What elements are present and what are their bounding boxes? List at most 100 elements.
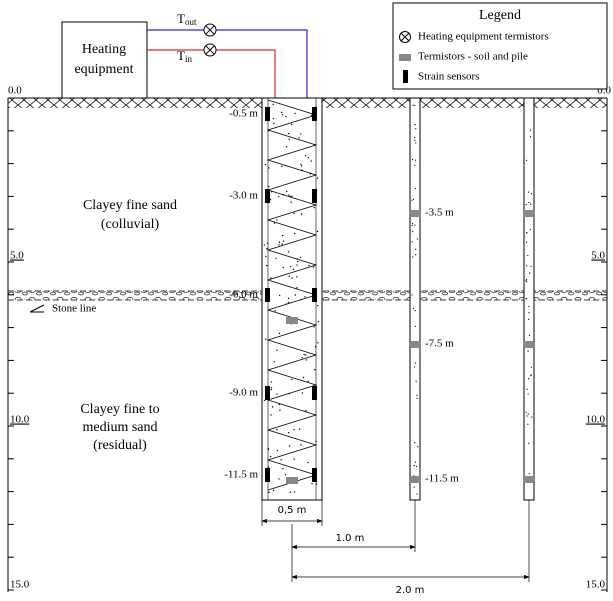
sensor-depth-label: -11.5 m <box>224 469 258 481</box>
concrete-dot <box>314 346 317 348</box>
concrete-dot <box>278 478 280 480</box>
strain-sensor <box>265 189 270 203</box>
concrete-dot <box>279 409 281 411</box>
concrete-dot <box>528 473 530 475</box>
concrete-dot <box>531 416 533 418</box>
legend-symbol <box>399 31 411 43</box>
stone-line-label: Stone line <box>52 303 96 315</box>
concrete-dot <box>527 423 529 425</box>
concrete-dot <box>285 146 288 148</box>
layer-label: Clayey fine sand <box>83 198 177 213</box>
concrete-dot <box>414 224 416 226</box>
sensor-depth-label: -0.5 m <box>229 108 258 120</box>
concrete-dot <box>293 428 295 431</box>
concrete-dot <box>527 191 530 193</box>
strain-sensor <box>312 189 317 203</box>
concrete-dot <box>270 191 273 193</box>
concrete-dot <box>281 114 284 116</box>
concrete-dot <box>528 305 530 308</box>
concrete-dot <box>276 449 279 452</box>
concrete-dot <box>301 392 304 394</box>
concrete-dot <box>270 387 273 389</box>
concrete-dot <box>411 241 413 243</box>
concrete-dot <box>290 265 292 268</box>
tin-label: Tin <box>177 48 192 64</box>
concrete-dot <box>291 378 293 381</box>
concrete-dot <box>414 139 416 142</box>
depth-label: 15.0 <box>10 579 30 591</box>
concrete-dot <box>527 254 529 257</box>
concrete-dot <box>291 195 293 197</box>
concrete-dot <box>300 213 303 215</box>
concrete-dot <box>288 138 290 141</box>
concrete-dot <box>313 326 315 328</box>
dimension-label: 2.0 m <box>396 585 425 596</box>
concrete-dot <box>293 458 295 460</box>
concrete-dot <box>315 483 318 485</box>
concrete-dot <box>317 342 319 344</box>
concrete-dot <box>413 366 416 368</box>
depth-label: 10.0 <box>10 414 30 426</box>
concrete-dot <box>527 413 529 415</box>
concrete-dot <box>314 369 316 371</box>
concrete-dot <box>274 310 276 312</box>
concrete-dot <box>413 464 415 467</box>
concrete-dot <box>278 294 281 297</box>
concrete-dot <box>526 281 528 283</box>
concrete-dot <box>303 353 305 356</box>
strain-sensor <box>265 468 270 482</box>
concrete-dot <box>304 154 307 157</box>
concrete-dot <box>263 399 266 402</box>
concrete-dot <box>278 196 280 198</box>
sensor-depth-label: -3.0 m <box>229 190 258 202</box>
heating-label: Heating <box>82 42 126 57</box>
concrete-dot <box>294 112 296 115</box>
concrete-dot <box>296 276 298 278</box>
concrete-dot <box>307 156 309 159</box>
layer-label: medium sand <box>82 420 157 435</box>
concrete-dot <box>417 446 419 448</box>
soil-termistor <box>409 476 421 483</box>
concrete-dot <box>304 296 306 298</box>
concrete-dot <box>416 397 418 400</box>
concrete-dot <box>313 144 316 146</box>
concrete-dot <box>282 467 284 470</box>
concrete-dot <box>268 491 270 494</box>
concrete-dot <box>414 442 416 444</box>
concrete-dot <box>285 115 287 118</box>
concrete-dot <box>288 301 290 304</box>
concrete-dot <box>530 375 532 377</box>
concrete-dot <box>527 350 529 352</box>
concrete-dot <box>530 193 533 195</box>
concrete-dot <box>526 415 528 417</box>
concrete-dot <box>272 489 275 492</box>
concrete-dot <box>278 244 280 246</box>
depth-label: 10.0 <box>586 414 606 426</box>
concrete-dot <box>284 474 287 476</box>
concrete-dot <box>300 163 302 166</box>
concrete-dot <box>305 410 307 412</box>
concrete-dot <box>413 486 415 488</box>
concrete-dot <box>412 307 415 310</box>
sensors: -0.5 m -3.0 m -6.0 m -9.0 m -11.5 m -3.5 m -7.… <box>224 107 535 485</box>
concrete-dot <box>293 232 296 235</box>
concrete-dot <box>316 177 319 179</box>
concrete-dot <box>270 455 272 458</box>
concrete-dot <box>315 440 317 442</box>
concrete-dot <box>526 265 528 267</box>
concrete-dot <box>291 277 293 279</box>
concrete-dot <box>415 128 417 130</box>
concrete-dot <box>307 380 309 383</box>
tout-label: Tout <box>177 11 197 27</box>
concrete-dot <box>414 159 417 161</box>
heating-termistor <box>203 23 217 37</box>
depth-ticks <box>8 130 607 591</box>
reference-pile <box>409 97 421 501</box>
concrete-dot <box>287 251 290 253</box>
depth-label: 0.0 <box>8 85 22 97</box>
concrete-dot <box>288 275 290 277</box>
concrete-dot <box>265 255 267 258</box>
concrete-dot <box>267 130 270 132</box>
concrete-dot <box>298 428 301 430</box>
concrete-dot <box>527 393 529 395</box>
